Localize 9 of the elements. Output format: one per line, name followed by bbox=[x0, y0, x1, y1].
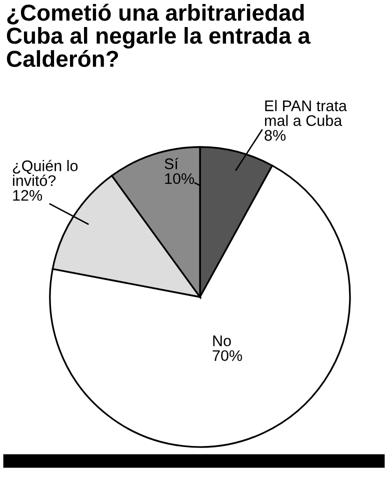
data-label: 70% bbox=[212, 350, 242, 362]
slice-label: No bbox=[213, 336, 231, 346]
data-label: 10% bbox=[165, 173, 194, 184]
chart-title: ¿Cometió una arbitrariedad Cuba al negarle la entrada a Calderón? bbox=[6, 4, 311, 67]
data-label: 8% bbox=[264, 130, 286, 141]
slice-label: Sí bbox=[164, 158, 178, 170]
slice-label: ¿Quién lo invitó? bbox=[12, 160, 78, 186]
data-label: 12% bbox=[13, 190, 42, 201]
slice-label: El PAN trata mal a Cuba bbox=[265, 100, 347, 126]
